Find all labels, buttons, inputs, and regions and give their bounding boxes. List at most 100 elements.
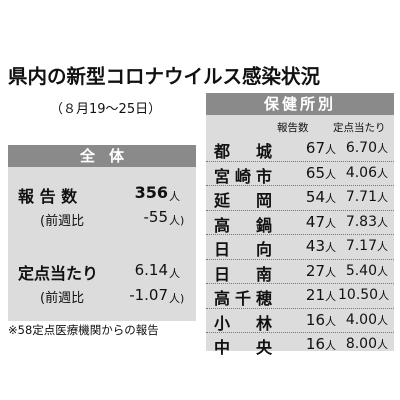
health-center-header: 保健所別 [206,93,394,115]
column-header-per-sentinel: 定点当たり [333,122,386,134]
health-center-name: 日向 [214,240,272,259]
per-sentinel-rate-unit: 人 [377,166,388,180]
per-sentinel-rate-unit: 人 [377,338,388,351]
report-count: 16人 [284,311,336,329]
row-divider [206,209,394,211]
report-count-value: 16 [305,335,325,353]
health-center-name: 中央 [214,338,272,357]
sentinel-wow-label: (前週比 [40,291,85,306]
report-count-unit: 人 [325,143,336,156]
per-sentinel-rate-value: 7.71 [345,189,377,205]
report-count-value: 16 [305,310,325,329]
per-sentinel-rate-unit: 人 [377,240,388,253]
report-count: 54人 [284,188,336,206]
overall-panel [8,145,196,321]
row-divider [206,283,394,284]
row-divider [206,258,394,260]
health-center-name: 高鍋 [214,215,272,235]
report-count: 43人 [284,237,336,255]
report-count-value: 54 [305,188,325,206]
sentinel-value: 6.14 [134,261,168,279]
report-count-value: 67 [305,139,325,157]
per-sentinel-rate: 4.00人 [338,312,388,328]
per-sentinel-rate-value: 10.50 [338,287,379,303]
per-sentinel-rate-value: 5.40 [345,262,377,279]
per-sentinel-rate-unit: 人 [377,313,388,327]
footnote: ※58定点医療機関からの報告 [8,323,159,337]
report-count-value: 43 [305,237,325,255]
per-sentinel-rate: 7.71人 [338,189,388,205]
report-count-value: 21 [305,286,325,304]
report-count: 67人 [284,139,336,157]
report-count-unit: 人 [325,192,336,205]
row-divider [206,307,394,309]
per-sentinel-rate: 6.70人 [338,140,388,156]
table-row: 延岡 54人 7.71人 [206,185,394,210]
per-sentinel-rate-value: 7.83 [345,213,377,230]
report-count: 47人 [284,213,336,231]
row-divider [206,332,394,333]
health-center-name: 日南 [214,264,272,284]
report-count: 27人 [284,262,336,280]
per-sentinel-rate-unit: 人 [377,142,388,155]
reports-value: 356 [134,183,168,202]
report-count-unit: 人 [325,290,336,303]
row-divider [206,160,394,162]
report-count-value: 65 [305,163,325,182]
sentinel-label: 定点当たり [18,264,99,283]
report-count-unit: 人 [325,265,336,279]
report-count-value: 27 [305,261,325,280]
per-sentinel-rate-value: 4.00 [345,311,377,328]
health-center-name: 高千穂 [214,289,272,308]
per-sentinel-rate-value: 7.17 [345,238,377,254]
per-sentinel-rate-unit: 人 [377,191,388,204]
infographic-title: 県内の新型コロナウイルス感染状況 [8,65,321,88]
column-header-reports: 報告数 [277,122,309,134]
table-row: 都城 67人 6.70人 [206,136,394,161]
sentinel-unit: 人 [169,267,180,280]
per-sentinel-rate: 8.00人 [338,336,388,352]
per-sentinel-rate-unit: 人 [378,289,390,302]
report-count: 16人 [284,335,336,353]
table-row: 日向 43人 7.17人 [206,234,394,259]
per-sentinel-rate: 5.40人 [338,263,388,279]
report-count-unit: 人 [325,339,336,352]
report-count: 21人 [284,286,336,304]
table-row: 高千穂 21人 10.50人 [206,283,394,308]
reports-unit: 人 [169,190,180,203]
reports-wow-label: (前週比 [40,214,85,229]
row-divider [206,234,394,235]
health-center-name: 宮崎市 [214,166,272,186]
sentinel-wow-unit: 人) [169,292,185,305]
table-row: 小林 16人 4.00人 [206,308,394,333]
table-row: 宮崎市 65人 4.06人 [206,161,394,186]
reports-wow-value: -55 [143,208,169,226]
report-count-value: 47 [305,212,325,231]
table-row: 中央 16人 8.00人 [206,332,394,357]
per-sentinel-rate: 7.83人 [338,214,388,230]
per-sentinel-rate-value: 4.06 [345,164,377,181]
health-center-name: 延岡 [214,191,272,210]
health-center-name: 小林 [214,313,272,333]
table-row: 日南 27人 5.40人 [206,259,394,284]
sentinel-wow-value: -1.07 [129,286,168,304]
per-sentinel-rate-unit: 人 [377,215,388,229]
per-sentinel-rate: 4.06人 [338,165,388,181]
health-center-name: 都城 [214,142,272,161]
table-row: 高鍋 47人 7.83人 [206,210,394,235]
report-count-unit: 人 [325,241,336,254]
per-sentinel-rate: 10.50人 [338,287,390,303]
per-sentinel-rate-unit: 人 [377,264,388,278]
report-count-unit: 人 [325,167,336,181]
per-sentinel-rate-value: 6.70 [345,140,377,156]
overall-header: 全体 [8,145,196,167]
reports-wow-unit: 人) [169,214,185,227]
per-sentinel-rate-value: 8.00 [345,336,377,352]
report-count-unit: 人 [325,314,336,328]
period-label: （８月19〜25日） [50,102,162,117]
reports-label: 報 告 数 [18,187,78,206]
row-divider [206,185,394,186]
report-count: 65人 [284,164,336,182]
per-sentinel-rate: 7.17人 [338,238,388,254]
report-count-unit: 人 [325,216,336,230]
